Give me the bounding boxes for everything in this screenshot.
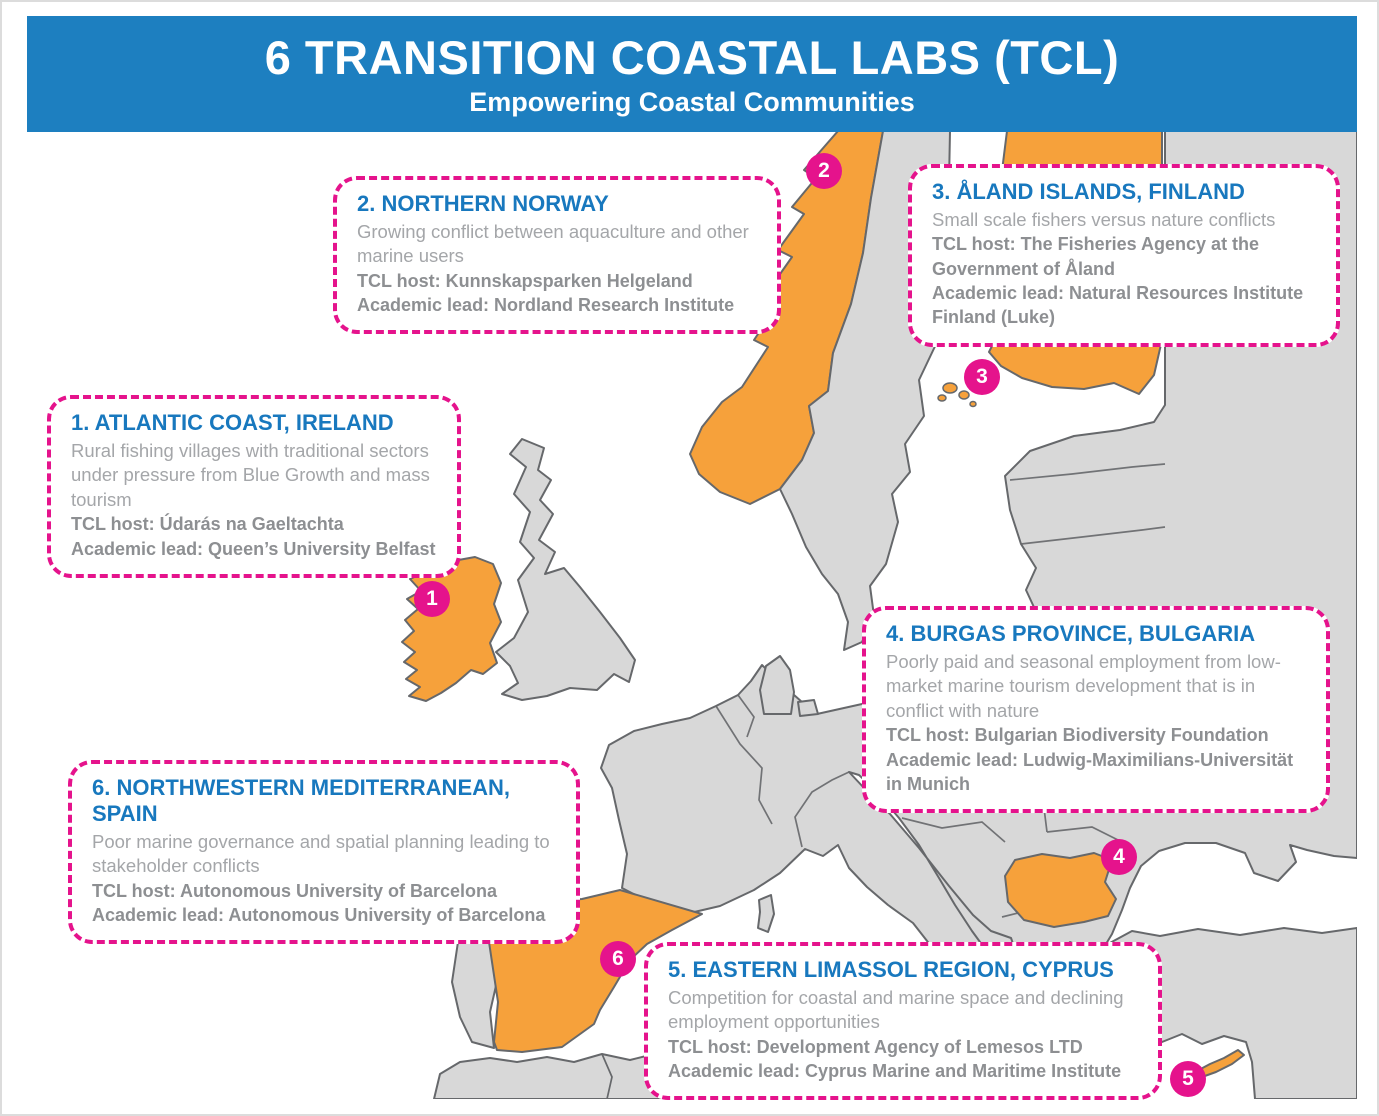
- map-marker-2-norway[interactable]: 2: [806, 153, 842, 189]
- lab-title: 4. BURGAS PROVINCE, BULGARIA: [886, 621, 1256, 646]
- lab-title: 1. ATLANTIC COAST, IRELAND: [71, 410, 394, 435]
- lab-card-eastern-limassol-region-cyprus: 5. EASTERN LIMASSOL REGION, CYPRUS Compe…: [644, 942, 1162, 1101]
- lab-description: Poor marine governance and spatial plann…: [92, 831, 550, 877]
- lab-title: 3. ÅLAND ISLANDS, FINLAND: [932, 179, 1245, 204]
- lab-host: TCL host: Autonomous University of Barce…: [92, 880, 498, 901]
- lab-description: Growing conflict between aquaculture and…: [357, 221, 749, 267]
- sweden-region: [779, 132, 951, 651]
- aland-islands-region: [937, 382, 977, 408]
- lab-lead: Academic lead: Autonomous University of …: [92, 905, 546, 926]
- corsica-region: [757, 894, 775, 933]
- lab-description: Small scale fishers versus nature confli…: [932, 209, 1276, 230]
- lab-card-aland-islands-finland: 3. ÅLAND ISLANDS, FINLAND Small scale fi…: [908, 164, 1340, 347]
- cyprus-region: [1194, 1049, 1245, 1078]
- great-britain-region: [495, 438, 636, 701]
- map-marker-3-aland[interactable]: 3: [964, 359, 1000, 395]
- lab-host: TCL host: The Fisheries Agency at the Go…: [932, 234, 1260, 279]
- lab-card-burgas-province-bulgaria: 4. BURGAS PROVINCE, BULGARIA Poorly paid…: [862, 606, 1330, 814]
- map-marker-4-bulgaria[interactable]: 4: [1101, 839, 1137, 875]
- lab-host: TCL host: Development Agency of Lemesos …: [668, 1036, 1083, 1057]
- denmark-islands: [797, 699, 819, 717]
- denmark-region: [759, 655, 795, 715]
- lab-lead: Academic lead: Cyprus Marine and Maritim…: [668, 1061, 1122, 1082]
- lab-card-atlantic-coast-ireland: 1. ATLANTIC COAST, IRELAND Rural fishing…: [47, 395, 461, 578]
- lab-description: Competition for coastal and marine space…: [668, 987, 1124, 1033]
- north-africa-border: [601, 1053, 613, 1099]
- lab-description: Rural fishing villages with traditional …: [71, 440, 430, 510]
- map-marker-1-ireland[interactable]: 1: [414, 581, 450, 617]
- header-banner: 6 TRANSITION COASTAL LABS (TCL) Empoweri…: [27, 16, 1357, 132]
- lab-host: TCL host: Údarás na Gaeltachta: [71, 514, 344, 535]
- europe-map: 2. NORTHERN NORWAY Growing conflict betw…: [27, 132, 1357, 1101]
- page-subtitle: Empowering Coastal Communities: [469, 87, 915, 117]
- lab-lead: Academic lead: Natural Resources Institu…: [932, 283, 1304, 328]
- bulgaria-region: [1004, 852, 1117, 928]
- lab-card-northwestern-mediterranean-spain: 6. NORTHWESTERN MEDITERRANEAN, SPAIN Poo…: [68, 760, 580, 945]
- lab-title: 2. NORTHERN NORWAY: [357, 191, 609, 216]
- lab-lead: Academic lead: Nordland Research Institu…: [357, 295, 735, 316]
- lab-title: 6. NORTHWESTERN MEDITERRANEAN, SPAIN: [92, 775, 511, 826]
- map-marker-5-cyprus[interactable]: 5: [1170, 1061, 1206, 1097]
- lab-title: 5. EASTERN LIMASSOL REGION, CYPRUS: [668, 957, 1114, 982]
- lab-host: TCL host: Bulgarian Biodiversity Foundat…: [886, 725, 1269, 746]
- map-marker-6-spain[interactable]: 6: [600, 941, 636, 977]
- page-title: 6 TRANSITION COASTAL LABS (TCL): [264, 31, 1120, 84]
- lab-lead: Academic lead: Queen’s University Belfas…: [71, 538, 436, 559]
- lab-lead: Academic lead: Ludwig-Maximilians-Univer…: [886, 749, 1294, 794]
- lab-host: TCL host: Kunnskapsparken Helgeland: [357, 270, 693, 291]
- lab-card-northern-norway: 2. NORTHERN NORWAY Growing conflict betw…: [333, 176, 781, 335]
- lab-description: Poorly paid and seasonal employment from…: [886, 651, 1281, 721]
